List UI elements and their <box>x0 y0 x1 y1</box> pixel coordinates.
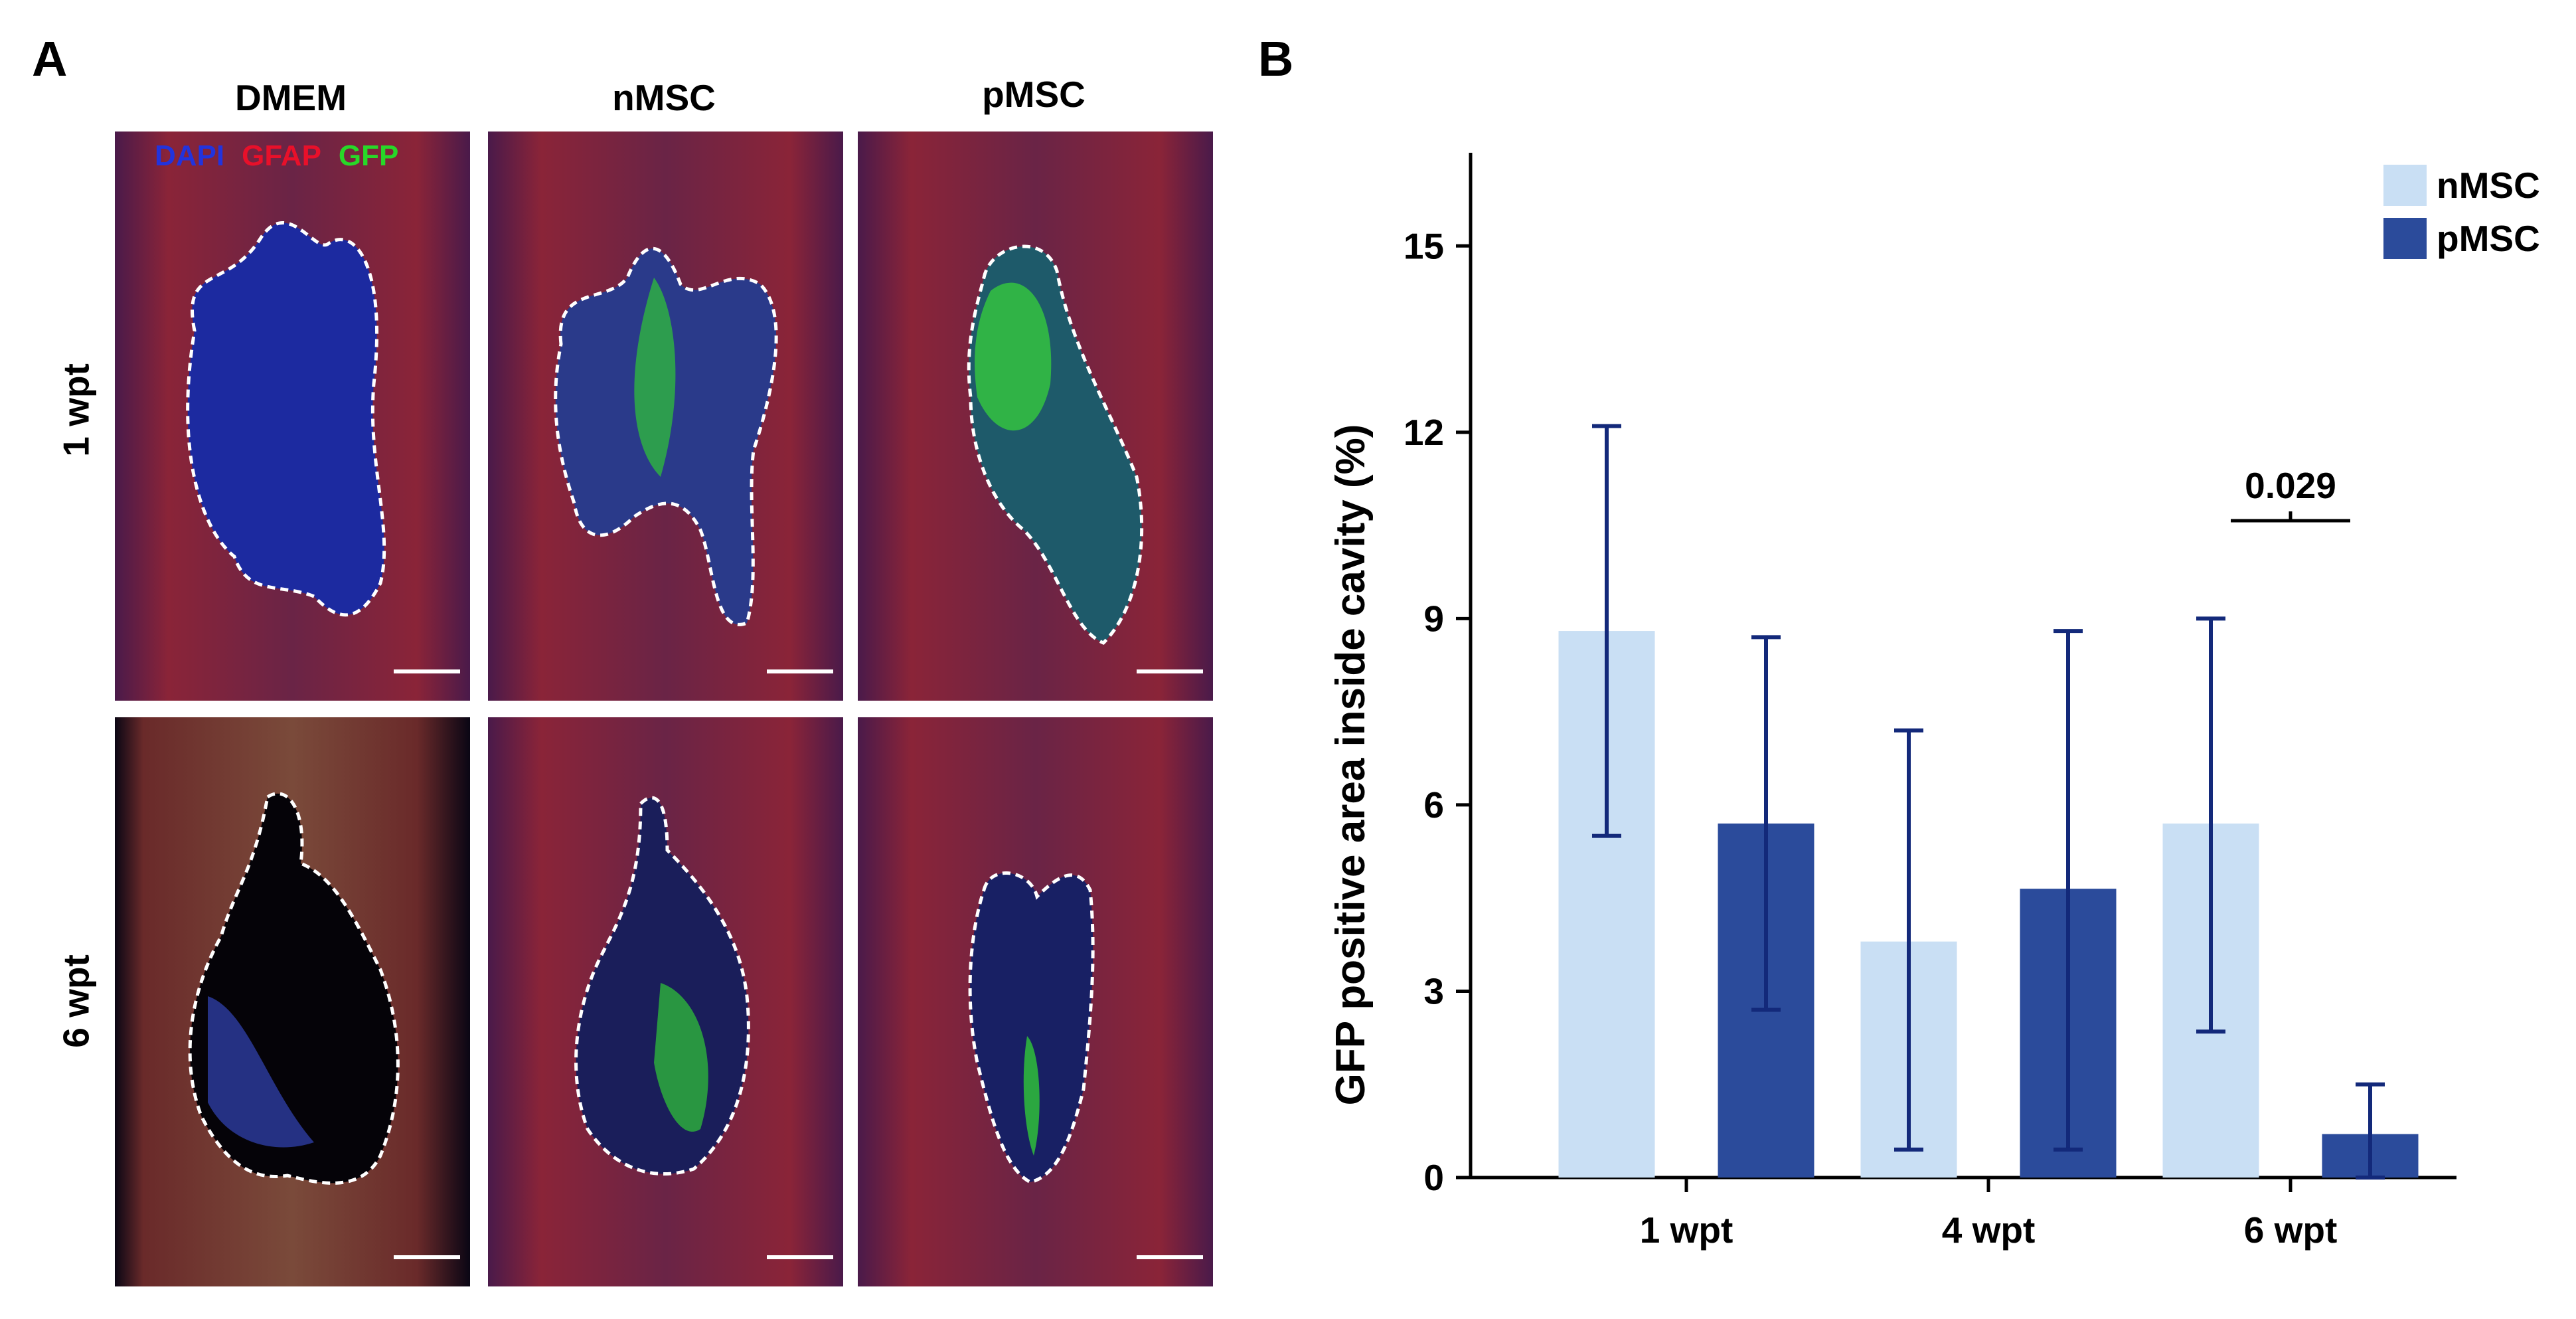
row-label-6wpt: 6 wpt <box>55 954 97 1048</box>
row-label-1wpt: 1 wpt <box>55 363 97 457</box>
micrograph-pmsc-1wpt <box>858 132 1213 701</box>
panel-b-letter: B <box>1258 31 1294 86</box>
column-label-nmsc: nMSC <box>612 77 716 118</box>
column-label-pmsc: pMSC <box>982 74 1086 115</box>
x-tick-label: 6 wpt <box>2244 1209 2338 1251</box>
y-axis-title: GFP positive area inside cavity (%) <box>1328 424 1374 1106</box>
legend-swatch-pmsc <box>2383 218 2427 259</box>
y-tick-label: 12 <box>1404 412 1444 453</box>
x-tick-label: 1 wpt <box>1640 1209 1733 1251</box>
stain-legend-gfap: GFAP <box>242 139 321 172</box>
y-tick-label: 0 <box>1423 1157 1444 1198</box>
y-tick-label: 9 <box>1423 598 1444 639</box>
micrograph-nmsc-1wpt <box>488 132 843 701</box>
legend-swatch-nmsc <box>2383 165 2427 206</box>
column-label-dmem: DMEM <box>234 77 347 118</box>
micrograph-dmem-6wpt <box>115 717 470 1286</box>
stain-legend-gfp: GFP <box>338 139 399 172</box>
x-tick-label: 4 wpt <box>1942 1209 2036 1251</box>
stain-legend: DAPI GFAP GFP <box>155 139 416 173</box>
bar-chart: 0 3 6 9 12 15 GFP positive area inside cavity … <box>1328 153 2540 1251</box>
micrograph-nmsc-6wpt <box>488 717 843 1286</box>
y-tick-label: 6 <box>1423 784 1444 826</box>
significance-label: 0.029 <box>2245 465 2336 506</box>
legend-label-nmsc: nMSC <box>2437 165 2540 206</box>
y-tick-label: 3 <box>1423 970 1444 1011</box>
stain-legend-dapi: DAPI <box>155 139 225 172</box>
legend-label-pmsc: pMSC <box>2437 218 2540 259</box>
panel-a-letter: A <box>32 31 68 86</box>
micrograph-pmsc-6wpt <box>858 717 1213 1286</box>
micrograph-dmem-1wpt: DAPI GFAP GFP <box>115 132 470 701</box>
y-tick-label: 15 <box>1404 225 1444 266</box>
